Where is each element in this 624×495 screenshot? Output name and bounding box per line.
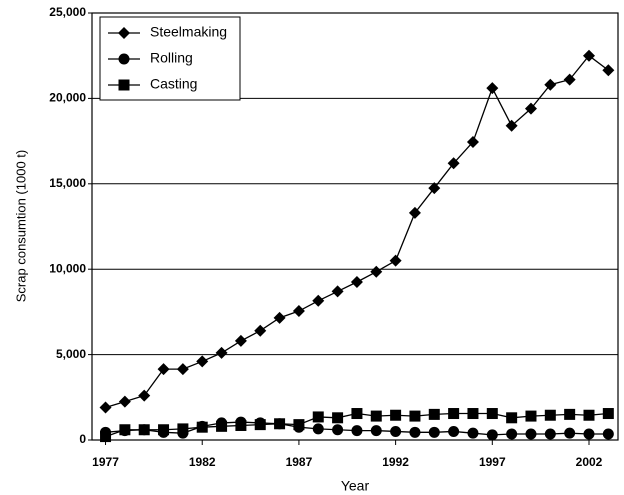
data-point <box>428 426 440 438</box>
data-point <box>544 78 557 91</box>
data-point <box>196 421 208 433</box>
data-point <box>506 428 518 440</box>
y-tick-label: 10,000 <box>49 261 86 275</box>
data-point <box>448 425 460 437</box>
x-tick-label: 1992 <box>382 455 409 469</box>
data-point <box>370 410 382 422</box>
x-tick-label: 1982 <box>189 455 216 469</box>
data-point <box>466 135 479 148</box>
data-point <box>215 346 228 359</box>
data-point <box>292 305 305 318</box>
data-point <box>196 355 209 368</box>
legend-marker <box>118 53 130 65</box>
data-point <box>370 425 382 437</box>
data-point <box>254 324 267 337</box>
legend-label: Steelmaking <box>150 24 227 40</box>
data-point <box>235 419 247 431</box>
y-tick-label: 0 <box>79 432 86 446</box>
plot-frame <box>91 12 619 441</box>
y-tick-label: 20,000 <box>49 91 86 105</box>
data-point <box>351 408 363 420</box>
data-point <box>486 82 499 95</box>
data-point <box>234 334 247 347</box>
data-point <box>448 408 460 420</box>
data-point <box>331 285 344 298</box>
data-point <box>408 206 421 219</box>
data-point <box>409 426 421 438</box>
y-tick-label: 25,000 <box>49 5 86 19</box>
legend-marker <box>118 79 130 91</box>
data-point <box>602 408 614 420</box>
data-point <box>525 428 537 440</box>
x-tick-label: 2002 <box>576 455 603 469</box>
x-tick-label: 1977 <box>92 455 119 469</box>
x-tick-label: 1987 <box>286 455 313 469</box>
data-point <box>312 423 324 435</box>
x-axis-label: Year <box>341 478 370 494</box>
data-point <box>428 408 440 420</box>
data-point <box>428 182 441 195</box>
data-point <box>390 409 402 421</box>
y-tick-label: 15,000 <box>49 176 86 190</box>
data-point <box>312 411 324 423</box>
legend-label: Casting <box>150 76 197 92</box>
data-point <box>274 418 286 430</box>
data-point <box>525 410 537 422</box>
data-point <box>390 425 402 437</box>
data-point <box>447 157 460 170</box>
data-point <box>602 428 614 440</box>
data-point <box>216 420 228 432</box>
data-point <box>564 408 576 420</box>
x-tick-label: 1997 <box>479 455 506 469</box>
data-point <box>524 102 537 115</box>
data-point <box>254 419 266 431</box>
data-point <box>370 265 383 278</box>
data-point <box>583 428 595 440</box>
data-point <box>332 412 344 424</box>
y-tick-label: 5,000 <box>56 347 86 361</box>
data-point <box>563 73 576 86</box>
data-point <box>486 429 498 441</box>
data-point <box>467 408 479 420</box>
data-point <box>119 424 131 436</box>
data-point <box>118 395 131 408</box>
data-point <box>138 389 151 402</box>
data-point <box>99 401 112 414</box>
y-axis-label: Scrap consumtion (1000 t) <box>13 150 28 302</box>
data-point <box>505 119 518 132</box>
legend-label: Rolling <box>150 50 193 66</box>
data-point <box>389 254 402 267</box>
data-point <box>544 428 556 440</box>
legend-marker <box>118 27 130 39</box>
data-point <box>350 276 363 289</box>
data-point <box>332 424 344 436</box>
data-point <box>409 410 421 422</box>
data-point <box>544 409 556 421</box>
data-point <box>158 424 170 436</box>
data-point <box>138 424 150 436</box>
data-point <box>564 427 576 439</box>
data-point <box>582 49 595 62</box>
data-point <box>176 363 189 376</box>
data-point <box>506 412 518 424</box>
data-point <box>602 64 615 77</box>
data-point <box>293 419 305 431</box>
data-point <box>100 431 112 443</box>
data-point <box>157 363 170 376</box>
data-point <box>177 423 189 435</box>
data-point <box>583 409 595 421</box>
data-point <box>273 311 286 324</box>
data-point <box>312 294 325 307</box>
data-point <box>486 408 498 420</box>
data-point <box>467 427 479 439</box>
data-point <box>351 425 363 437</box>
